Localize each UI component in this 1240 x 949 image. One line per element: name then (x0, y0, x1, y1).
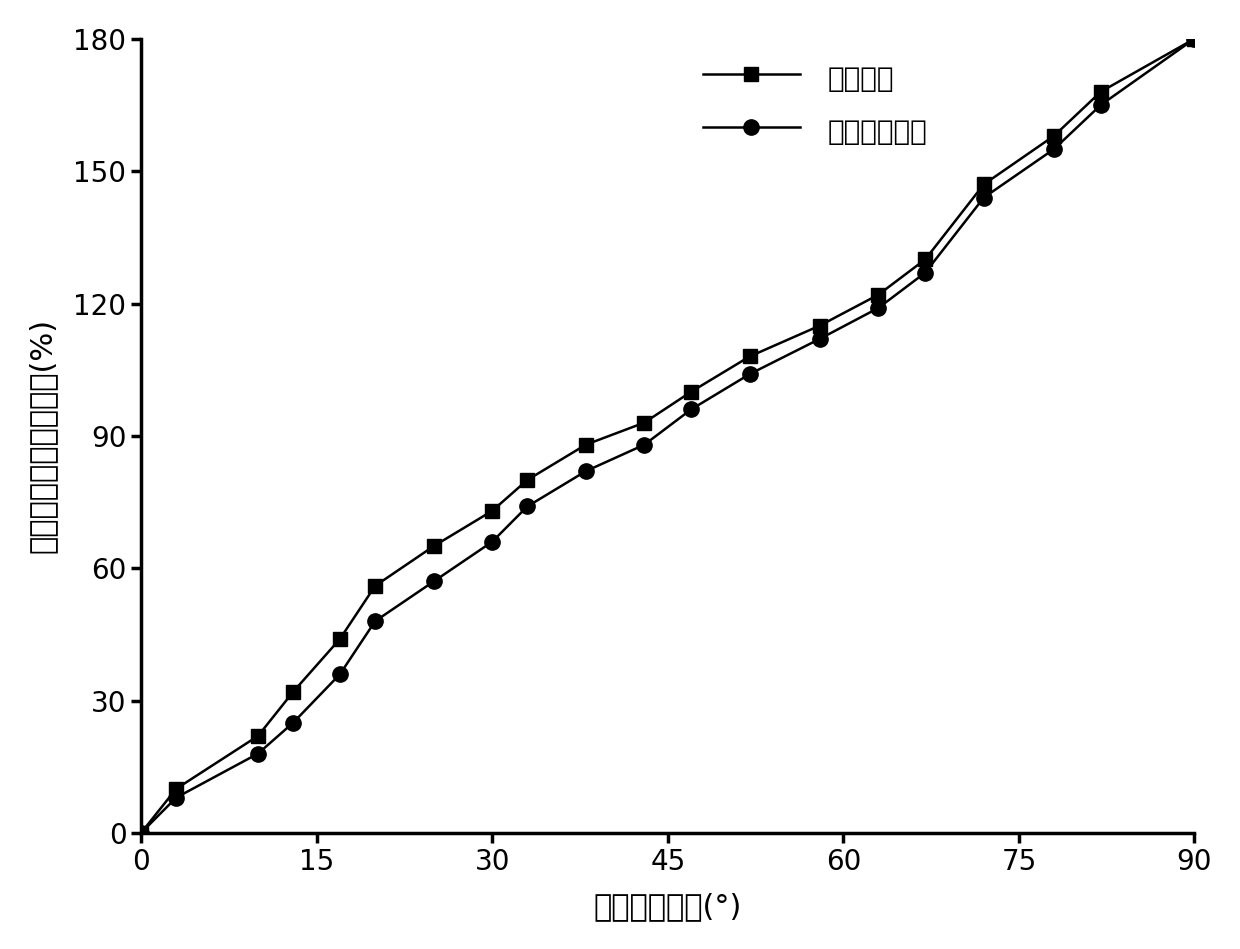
理论计算结果 (812, 333, 827, 344)
理论计算结果 (485, 536, 500, 548)
仿真结果 (812, 320, 827, 331)
理论计算结果 (332, 668, 347, 679)
理论计算结果 (1094, 100, 1109, 111)
仿真结果 (485, 505, 500, 516)
仿真结果 (427, 541, 441, 552)
仿真结果 (918, 253, 932, 265)
仿真结果 (1094, 86, 1109, 98)
仿真结果 (870, 289, 885, 301)
仿真结果 (976, 178, 991, 190)
X-axis label: 纳米砖方向角(°): 纳米砖方向角(°) (594, 892, 742, 921)
理论计算结果 (250, 748, 265, 759)
仿真结果 (134, 828, 149, 839)
仿真结果 (1047, 130, 1061, 141)
仿真结果 (250, 730, 265, 741)
理论计算结果 (743, 368, 758, 380)
仿真结果 (285, 686, 300, 698)
理论计算结果 (1187, 33, 1202, 45)
仿真结果 (1187, 33, 1202, 45)
Line: 理论计算结果: 理论计算结果 (134, 31, 1202, 841)
理论计算结果 (368, 616, 383, 627)
仿真结果 (637, 417, 652, 428)
理论计算结果 (870, 302, 885, 313)
理论计算结果 (578, 465, 593, 476)
理论计算结果 (918, 267, 932, 278)
仿真结果 (332, 633, 347, 644)
仿真结果 (578, 439, 593, 451)
Line: 仿真结果: 仿真结果 (134, 32, 1202, 840)
理论计算结果 (1047, 143, 1061, 155)
仿真结果 (169, 783, 184, 794)
Legend: 仿真结果, 理论计算结果: 仿真结果, 理论计算结果 (703, 61, 928, 148)
仿真结果 (520, 474, 534, 486)
理论计算结果 (134, 828, 149, 839)
理论计算结果 (285, 717, 300, 729)
仿真结果 (368, 580, 383, 591)
Y-axis label: 反向偏振光相位改变量(%): 反向偏振光相位改变量(%) (27, 318, 57, 553)
仿真结果 (743, 351, 758, 363)
理论计算结果 (520, 501, 534, 512)
理论计算结果 (427, 576, 441, 587)
仿真结果 (683, 386, 698, 398)
理论计算结果 (169, 792, 184, 804)
理论计算结果 (637, 439, 652, 451)
理论计算结果 (683, 403, 698, 415)
理论计算结果 (976, 192, 991, 203)
